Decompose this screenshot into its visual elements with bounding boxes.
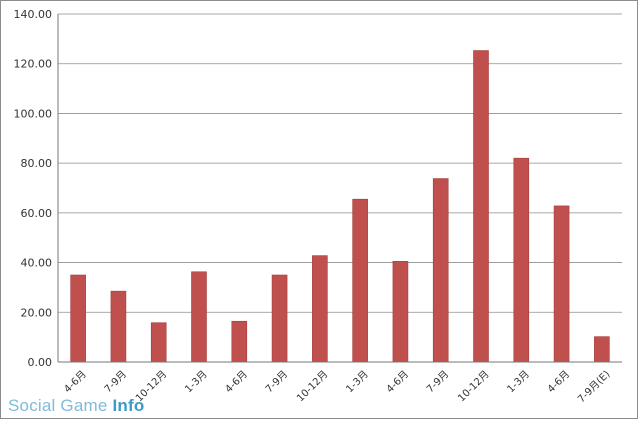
bar [70, 274, 86, 363]
bar [392, 261, 409, 363]
x-tick-label: 7-9月(E) [575, 368, 612, 405]
bar [473, 50, 489, 363]
watermark-text-info: Info [112, 396, 145, 415]
y-tick-label: 60.00 [21, 207, 53, 220]
y-tick-label: 80.00 [21, 157, 53, 170]
bar [352, 198, 368, 363]
x-tick-label: 7-9月 [102, 368, 129, 395]
bar [271, 274, 288, 363]
y-tick-label: 120.00 [14, 58, 53, 71]
bar [513, 157, 530, 363]
y-tick-label: 20.00 [21, 306, 53, 319]
x-tick-label: 1-3月 [344, 368, 371, 395]
y-axis-ticks: 0.00 20.00 40.00 60.00 80.00 100.00 120.00 140.… [14, 8, 53, 369]
x-tick-label: 7-9月 [263, 368, 290, 395]
bar [553, 205, 570, 363]
bar [594, 336, 610, 363]
bar [110, 290, 127, 363]
y-tick-label: 40.00 [21, 257, 53, 270]
bar [312, 255, 328, 363]
bar [432, 178, 449, 363]
y-tick-label: 100.00 [14, 107, 53, 120]
x-tick-label: 1-3月 [505, 368, 532, 395]
x-tick-label: 4-6月 [62, 368, 89, 395]
watermark-text-social-game: Social Game [8, 396, 113, 415]
bars [70, 50, 610, 363]
bar [231, 320, 248, 363]
x-tick-label: 7-9月 [424, 368, 451, 395]
bar [150, 322, 167, 363]
y-tick-label: 140.00 [14, 8, 53, 21]
x-tick-label: 4-6月 [223, 368, 250, 395]
bar [191, 271, 207, 363]
x-tick-label: 10-12月 [294, 368, 330, 404]
x-tick-label: 4-6月 [545, 368, 572, 395]
x-tick-label: 1-3月 [183, 368, 210, 395]
gridlines [58, 13, 622, 313]
x-tick-label: 10-12月 [456, 368, 492, 404]
x-tick-label: 4-6月 [384, 368, 411, 395]
watermark-logo: Social Game Info [8, 396, 144, 416]
y-tick-label: 0.00 [28, 356, 53, 369]
